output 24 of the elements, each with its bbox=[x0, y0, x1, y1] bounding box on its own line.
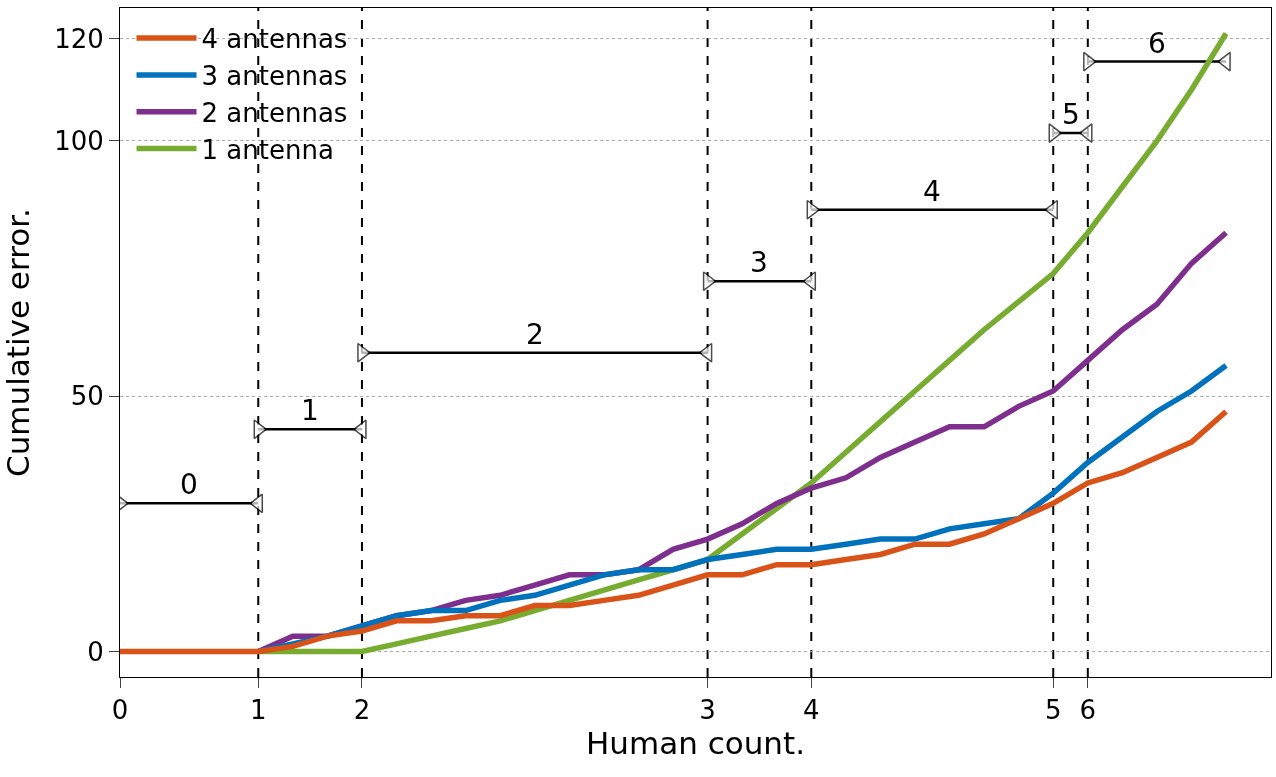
x-tick-label: 2 bbox=[353, 695, 371, 726]
legend-label: 4 antennas bbox=[201, 24, 348, 55]
y-tick-label: 100 bbox=[54, 125, 104, 156]
series-label: 3 bbox=[750, 246, 768, 279]
x-tick-label: 0 bbox=[111, 695, 129, 726]
y-tick-label: 120 bbox=[54, 23, 104, 54]
x-tick-label: 5 bbox=[1044, 695, 1062, 726]
x-tick-label: 1 bbox=[249, 695, 267, 726]
series-label: 4 bbox=[923, 175, 941, 208]
legend-label: 1 antenna bbox=[201, 134, 334, 165]
x-tick-label: 3 bbox=[699, 695, 716, 726]
series-label: 1 bbox=[301, 394, 319, 427]
y-tick-label: 50 bbox=[70, 381, 104, 412]
x-axis-title: Human count. bbox=[586, 725, 805, 762]
series-label: 5 bbox=[1062, 98, 1080, 131]
legend-label: 3 antennas bbox=[201, 61, 348, 92]
y-axis-title: Cumulative error. bbox=[0, 208, 36, 477]
series-label: 6 bbox=[1148, 27, 1166, 60]
legend-label: 2 antennas bbox=[201, 97, 348, 128]
series-label: 2 bbox=[526, 318, 544, 351]
x-tick-label: 4 bbox=[803, 695, 820, 726]
x-tick-label: 6 bbox=[1079, 695, 1097, 726]
series-label: 0 bbox=[180, 468, 198, 501]
y-tick-label: 0 bbox=[87, 636, 104, 667]
